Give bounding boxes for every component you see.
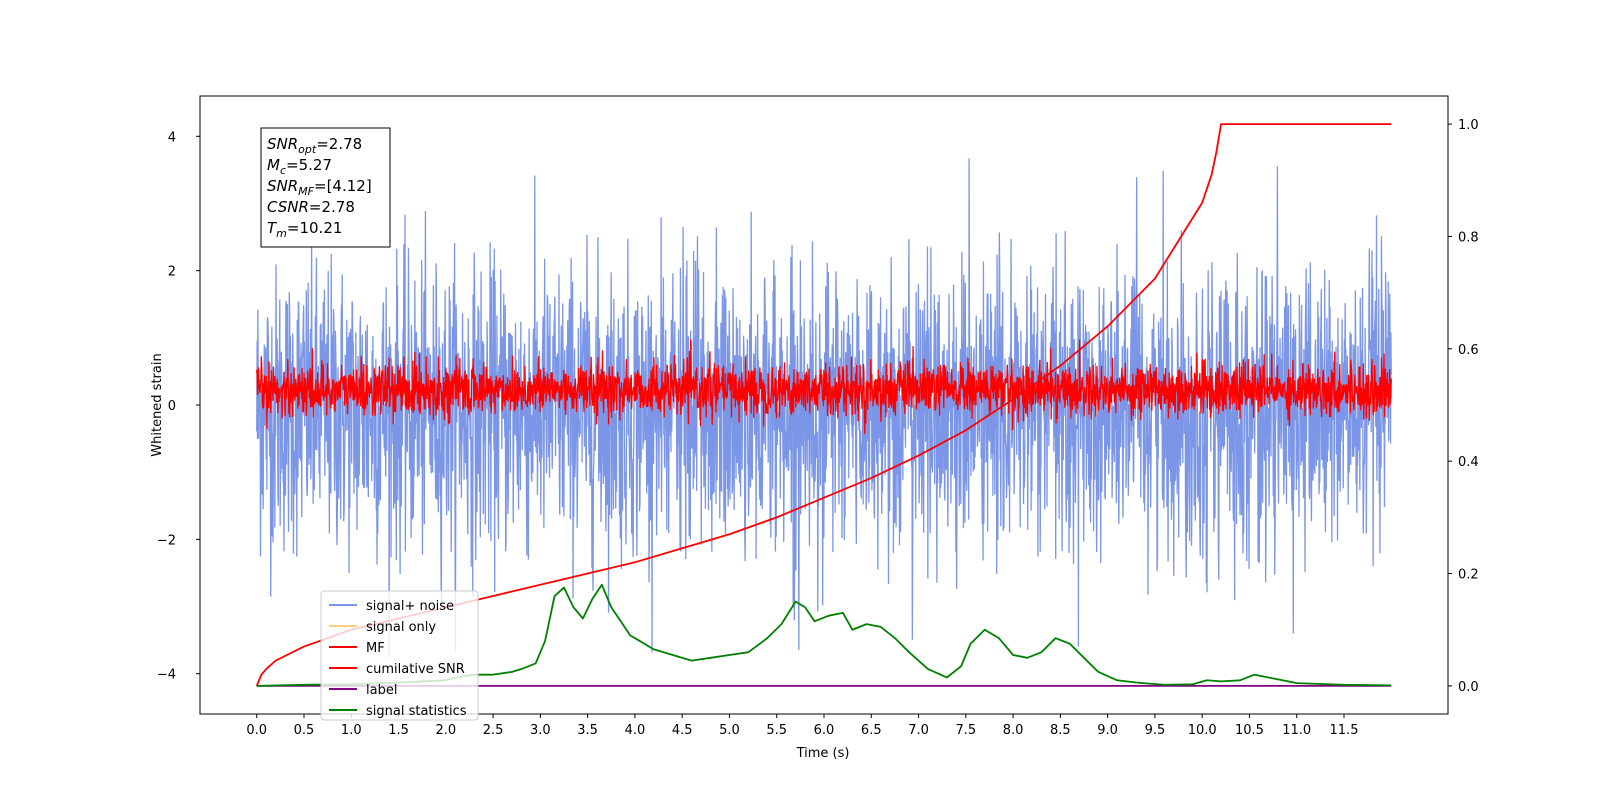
y-left-tick-label: −4 xyxy=(157,668,176,683)
y-right-tick-label: 0.2 xyxy=(1458,568,1479,583)
annotation-value: =10.21 xyxy=(287,219,343,237)
x-tick-label: 10.5 xyxy=(1235,723,1264,738)
legend-label: cumilative SNR xyxy=(366,662,465,677)
y-left-tick-label: −2 xyxy=(157,533,176,548)
annotation-subscript: c xyxy=(280,164,286,177)
legend-frame xyxy=(320,590,479,721)
x-axis-title: Time (s) xyxy=(796,746,850,761)
legend-label: signal only xyxy=(366,620,436,635)
x-tick-label: 6.0 xyxy=(814,723,835,738)
y-right-tick-label: 0.6 xyxy=(1458,343,1479,358)
x-tick-label: 7.0 xyxy=(908,723,929,738)
x-tick-label: 11.5 xyxy=(1330,723,1359,738)
y-axis-right: 1.0 0.8 0.6 0.4 0.2 0.0 xyxy=(1448,118,1479,695)
x-tick-label: 4.0 xyxy=(625,723,646,738)
x-tick-label: 8.0 xyxy=(1003,723,1024,738)
x-tick-label: 3.5 xyxy=(577,723,598,738)
y-right-tick-label: 0.0 xyxy=(1458,680,1479,695)
annotation-value: =5.27 xyxy=(286,156,332,174)
x-tick-label: 8.5 xyxy=(1050,723,1071,738)
legend-label: signal+ noise xyxy=(366,599,454,614)
x-tick-label: 9.0 xyxy=(1097,723,1118,738)
x-tick-label: 5.5 xyxy=(766,723,787,738)
annotation-symbol: SNR xyxy=(267,135,298,153)
y-left-tick-label: 0 xyxy=(168,399,176,414)
x-tick-label: 1.0 xyxy=(341,723,362,738)
y-right-tick-label: 0.4 xyxy=(1458,455,1479,470)
annotation-subscript: MF xyxy=(298,185,314,198)
series-mf xyxy=(256,339,1392,435)
x-tick-label: 9.5 xyxy=(1145,723,1166,738)
legend-label: signal statistics xyxy=(366,704,467,719)
x-tick-label: 3.0 xyxy=(530,723,551,738)
annotation-symbol: T xyxy=(267,219,278,237)
y-right-tick-label: 0.8 xyxy=(1458,230,1479,245)
legend-label: label xyxy=(366,683,397,698)
x-tick-label: 1.5 xyxy=(388,723,409,738)
annotation-line: Tm=10.21 xyxy=(267,219,342,240)
x-axis: 0.0 0.5 1.0 1.5 2.0 2.5 3.0 3.5 4.0 4.5 5.0 5.5 6.0 6… xyxy=(246,714,1358,738)
x-tick-label: 7.5 xyxy=(955,723,976,738)
legend-label: MF xyxy=(366,641,385,656)
x-tick-label: 11.0 xyxy=(1282,723,1311,738)
y-axis-left-title: Whitened strain xyxy=(150,353,165,456)
annotation-symbol: CSNR xyxy=(267,198,309,216)
x-tick-label: 4.5 xyxy=(672,723,693,738)
y-axis-left: 4 2 0 −2 −4 xyxy=(157,130,200,683)
x-tick-label: 2.0 xyxy=(435,723,456,738)
annotation-value: =[4.12] xyxy=(314,177,372,195)
x-tick-label: 10.0 xyxy=(1188,723,1217,738)
x-tick-label: 5.0 xyxy=(719,723,740,738)
annotation-subscript: opt xyxy=(298,143,317,156)
legend: signal+ noise signal only MF cumilative SNR… xyxy=(320,590,479,721)
x-tick-label: 0.0 xyxy=(246,723,267,738)
annotation-line: CSNR=2.78 xyxy=(267,198,355,216)
annotation-subscript: m xyxy=(276,227,287,240)
annotation-symbol: M xyxy=(267,156,280,174)
annotation-frame xyxy=(260,127,391,248)
y-right-tick-label: 1.0 xyxy=(1458,118,1479,133)
x-tick-label: 2.5 xyxy=(483,723,504,738)
x-tick-label: 0.5 xyxy=(294,723,315,738)
series-signal-statistics xyxy=(256,583,1392,687)
annotation-line: SNRMF=[4.12] xyxy=(267,177,372,198)
annotation-line: SNRopt=2.78 xyxy=(267,135,362,156)
y-left-tick-label: 4 xyxy=(168,130,176,145)
annotation-value: =2.78 xyxy=(309,198,355,216)
y-left-tick-label: 2 xyxy=(168,265,176,280)
annotation-line: Mc=5.27 xyxy=(267,156,332,177)
x-tick-label: 6.5 xyxy=(861,723,882,738)
annotation-symbol: SNR xyxy=(267,177,298,195)
annotation-value: =2.78 xyxy=(316,135,362,153)
stats-annotation-box: SNRopt=2.78Mc=5.27SNRMF=[4.12]CSNR=2.78T… xyxy=(260,127,391,248)
